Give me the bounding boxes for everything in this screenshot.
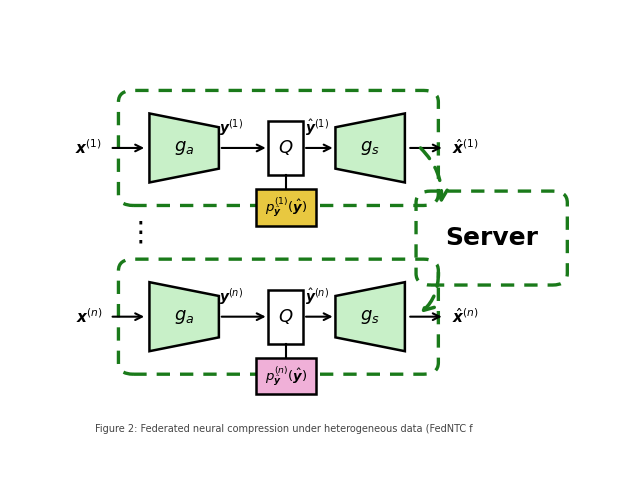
Text: $\hat{\boldsymbol{x}}^{(1)}$: $\hat{\boldsymbol{x}}^{(1)}$ — [452, 138, 479, 157]
Bar — [269, 121, 303, 175]
Text: $g_a$: $g_a$ — [174, 139, 195, 157]
Text: $\hat{\boldsymbol{x}}^{(n)}$: $\hat{\boldsymbol{x}}^{(n)}$ — [452, 307, 479, 326]
Bar — [269, 290, 303, 344]
Bar — [256, 189, 316, 226]
Text: $p_{\hat{\boldsymbol{y}}}^{(n)}(\hat{\boldsymbol{y}})$: $p_{\hat{\boldsymbol{y}}}^{(n)}(\hat{\bo… — [265, 364, 307, 388]
Text: $\vdots$: $\vdots$ — [126, 218, 143, 247]
Text: $\boldsymbol{y}^{(n)}$: $\boldsymbol{y}^{(n)}$ — [220, 286, 243, 307]
Polygon shape — [335, 282, 405, 351]
Text: $\boldsymbol{x}^{(1)}$: $\boldsymbol{x}^{(1)}$ — [76, 138, 102, 157]
Text: Figure 2: Federated neural compression under heterogeneous data (FedNTC f: Figure 2: Federated neural compression u… — [95, 424, 472, 434]
Bar — [256, 358, 316, 394]
Text: $g_s$: $g_s$ — [360, 139, 380, 157]
Polygon shape — [150, 114, 219, 182]
Text: $Q$: $Q$ — [278, 307, 294, 326]
Text: Server: Server — [445, 226, 538, 250]
Text: $g_s$: $g_s$ — [360, 308, 380, 326]
Text: $g_a$: $g_a$ — [174, 308, 195, 326]
Text: $\hat{\boldsymbol{y}}^{(n)}$: $\hat{\boldsymbol{y}}^{(n)}$ — [305, 286, 329, 307]
Text: $\hat{\boldsymbol{y}}^{(1)}$: $\hat{\boldsymbol{y}}^{(1)}$ — [305, 118, 329, 138]
Text: $\boldsymbol{y}^{(1)}$: $\boldsymbol{y}^{(1)}$ — [220, 118, 243, 138]
Text: $\boldsymbol{x}^{(n)}$: $\boldsymbol{x}^{(n)}$ — [76, 307, 102, 326]
Text: $Q$: $Q$ — [278, 138, 294, 157]
Text: $p_{\hat{\boldsymbol{y}}}^{(1)}(\hat{\boldsymbol{y}})$: $p_{\hat{\boldsymbol{y}}}^{(1)}(\hat{\bo… — [265, 196, 307, 219]
Polygon shape — [150, 282, 219, 351]
Polygon shape — [335, 114, 405, 182]
